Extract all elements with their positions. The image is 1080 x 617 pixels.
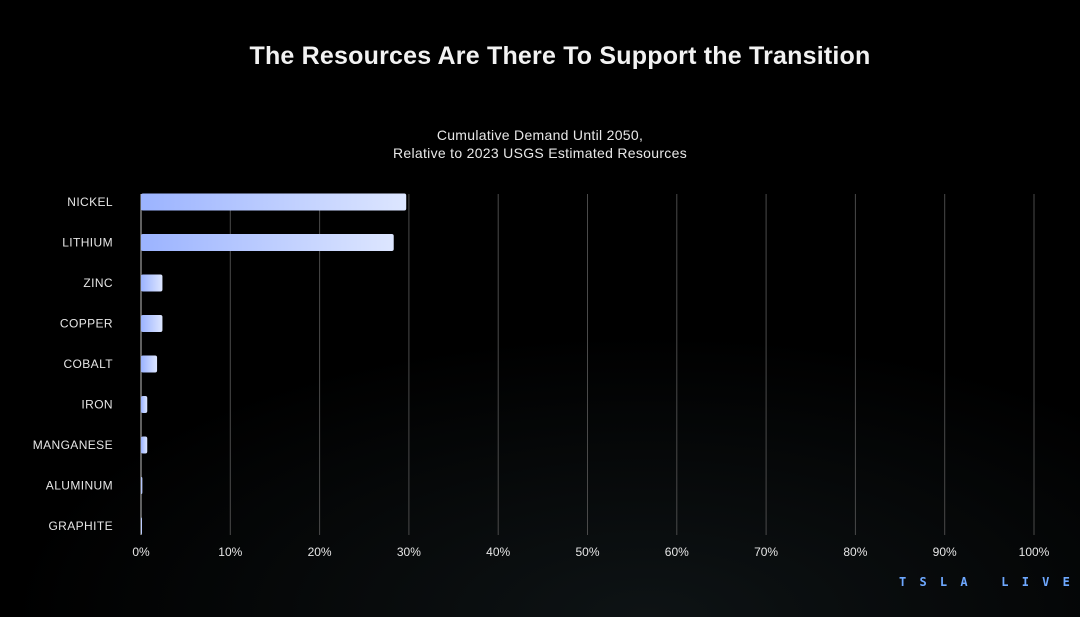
grid-lines — [140, 194, 1035, 535]
bar-cobalt — [141, 355, 158, 373]
category-label: IRON — [81, 398, 113, 412]
bar-copper — [141, 315, 163, 332]
x-tick-label: 100% — [1019, 545, 1050, 559]
category-label: ALUMINUM — [46, 479, 113, 493]
x-tick-label: 20% — [308, 545, 332, 559]
bar-iron — [141, 396, 148, 413]
x-tick-label: 0% — [132, 545, 150, 559]
x-tick-label: 30% — [397, 545, 421, 559]
x-tick-label: 10% — [218, 545, 242, 559]
category-label: ZINC — [83, 276, 113, 290]
x-tick-label: 80% — [843, 545, 867, 559]
category-label: NICKEL — [67, 195, 113, 209]
chart-subtitle: Relative to 2023 USGS Estimated Resource… — [393, 145, 687, 161]
bars — [141, 193, 407, 535]
x-tick-label: 70% — [754, 545, 778, 559]
x-tick-label: 40% — [486, 545, 510, 559]
bar-aluminum — [141, 477, 143, 494]
bar-graphite — [141, 517, 142, 535]
x-tick-label: 50% — [575, 545, 599, 559]
x-axis-ticks: 0% 10% 20% 30% 40% 50% 60% 70% 80% 90% 100% — [132, 545, 1049, 559]
background-glow — [0, 330, 1080, 617]
tesla-live-logo: T S L A L I V E — [899, 575, 1073, 589]
bar-manganese — [141, 436, 148, 454]
page-title: The Resources Are There To Support the T… — [249, 42, 871, 70]
category-label: GRAPHITE — [48, 519, 113, 533]
x-tick-label: 60% — [665, 545, 689, 559]
category-label: MANGANESE — [33, 438, 113, 452]
category-labels: NICKEL LITHIUM ZINC COPPER COBALT IRON MANGANE… — [33, 195, 113, 533]
category-label: LITHIUM — [62, 236, 113, 250]
bar-nickel — [141, 193, 407, 211]
bar-lithium — [141, 234, 394, 251]
category-label: COPPER — [60, 317, 113, 331]
chart-title: Cumulative Demand Until 2050, — [436, 127, 644, 143]
category-label: COBALT — [63, 357, 113, 371]
bar-zinc — [141, 274, 163, 292]
x-tick-label: 90% — [933, 545, 957, 559]
